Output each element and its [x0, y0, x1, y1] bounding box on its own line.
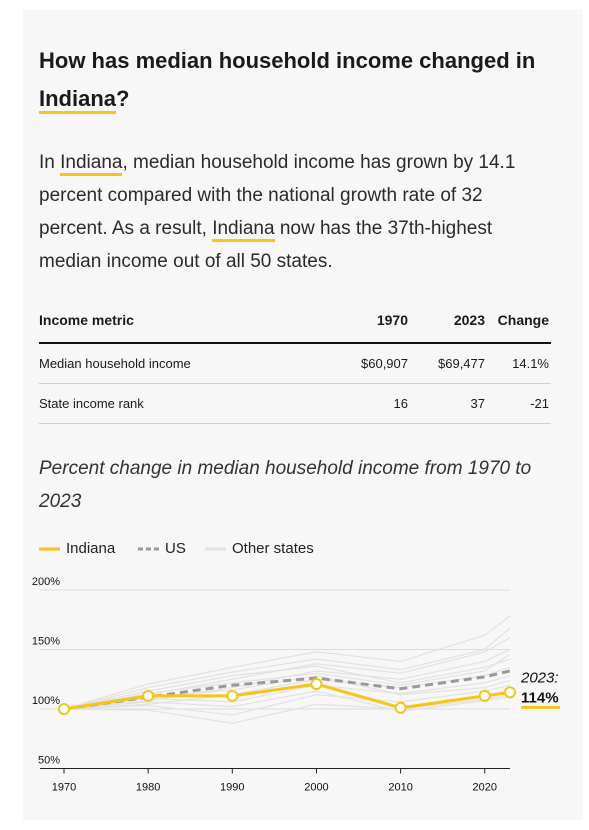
table-cell: 37 — [470, 396, 485, 411]
x-tick-label: 2020 — [473, 782, 497, 794]
table-row: Median household income $60,907 $69,477 … — [39, 344, 551, 384]
y-tick-label: 150% — [32, 636, 60, 648]
state-name: Indiana — [212, 218, 275, 242]
summary: In Indiana, median household income has … — [39, 146, 539, 278]
data-point — [142, 689, 155, 702]
table-row: State income rank 16 37 -21 — [39, 384, 551, 424]
annotation: 2023: — [520, 669, 559, 686]
x-tick-label: 1980 — [136, 782, 160, 794]
title-text: ? — [116, 86, 130, 111]
data-point — [394, 701, 407, 714]
data-point — [504, 686, 516, 699]
state-name: Indiana — [39, 86, 117, 114]
column-header: 2023 — [453, 312, 485, 328]
chart-title: Percent change in median household incom… — [39, 458, 532, 512]
value-label: 114% — [521, 689, 559, 706]
column-header: Change — [497, 312, 549, 328]
income-table: Income metric 1970 2023 Change Median ho… — [39, 305, 551, 424]
table-cell: $69,477 — [438, 356, 485, 371]
summary-text: , median household income has grown by 1… — [39, 152, 516, 239]
column-header: Income metric — [39, 312, 134, 328]
data-point — [226, 689, 239, 702]
legend-label: US — [165, 540, 186, 557]
data-point — [478, 689, 491, 702]
summary-text: now has the 37th-highest median income o… — [39, 218, 493, 272]
x-tick-label: 2000 — [304, 782, 328, 794]
state-name: Indiana — [60, 152, 123, 176]
table-cell: -21 — [530, 396, 549, 411]
table-cell: State income rank — [39, 396, 144, 411]
x-tick-label: 2010 — [388, 782, 412, 794]
y-tick-label: 100% — [32, 695, 60, 707]
other-state-line — [63, 615, 511, 710]
heading: How has median household income changed … — [39, 42, 559, 118]
x-tick-label: 1990 — [220, 782, 244, 794]
other-state-line — [63, 627, 511, 710]
table-header: Income metric 1970 2023 Change — [39, 305, 551, 344]
legend-label: Indiana — [66, 540, 116, 557]
summary-text: In — [39, 152, 55, 173]
data-point — [58, 703, 70, 715]
legend: Indiana US Other states — [39, 540, 314, 557]
y-tick-label: 50% — [38, 755, 60, 767]
x-tick-label: 1970 — [52, 782, 76, 794]
table-cell: $60,907 — [361, 356, 408, 371]
data-point — [310, 678, 323, 691]
title-text: How has median household income changed … — [39, 48, 536, 73]
table-cell: 14.1% — [512, 356, 549, 371]
legend-label: Other states — [232, 540, 314, 557]
y-tick-label: 200% — [32, 576, 60, 588]
table-cell: Median household income — [39, 356, 191, 371]
column-header: 1970 — [376, 312, 408, 328]
chart: Indiana US Other states 50% 100% 150% 200% 1970… — [32, 540, 560, 794]
table-cell: 16 — [393, 396, 408, 411]
